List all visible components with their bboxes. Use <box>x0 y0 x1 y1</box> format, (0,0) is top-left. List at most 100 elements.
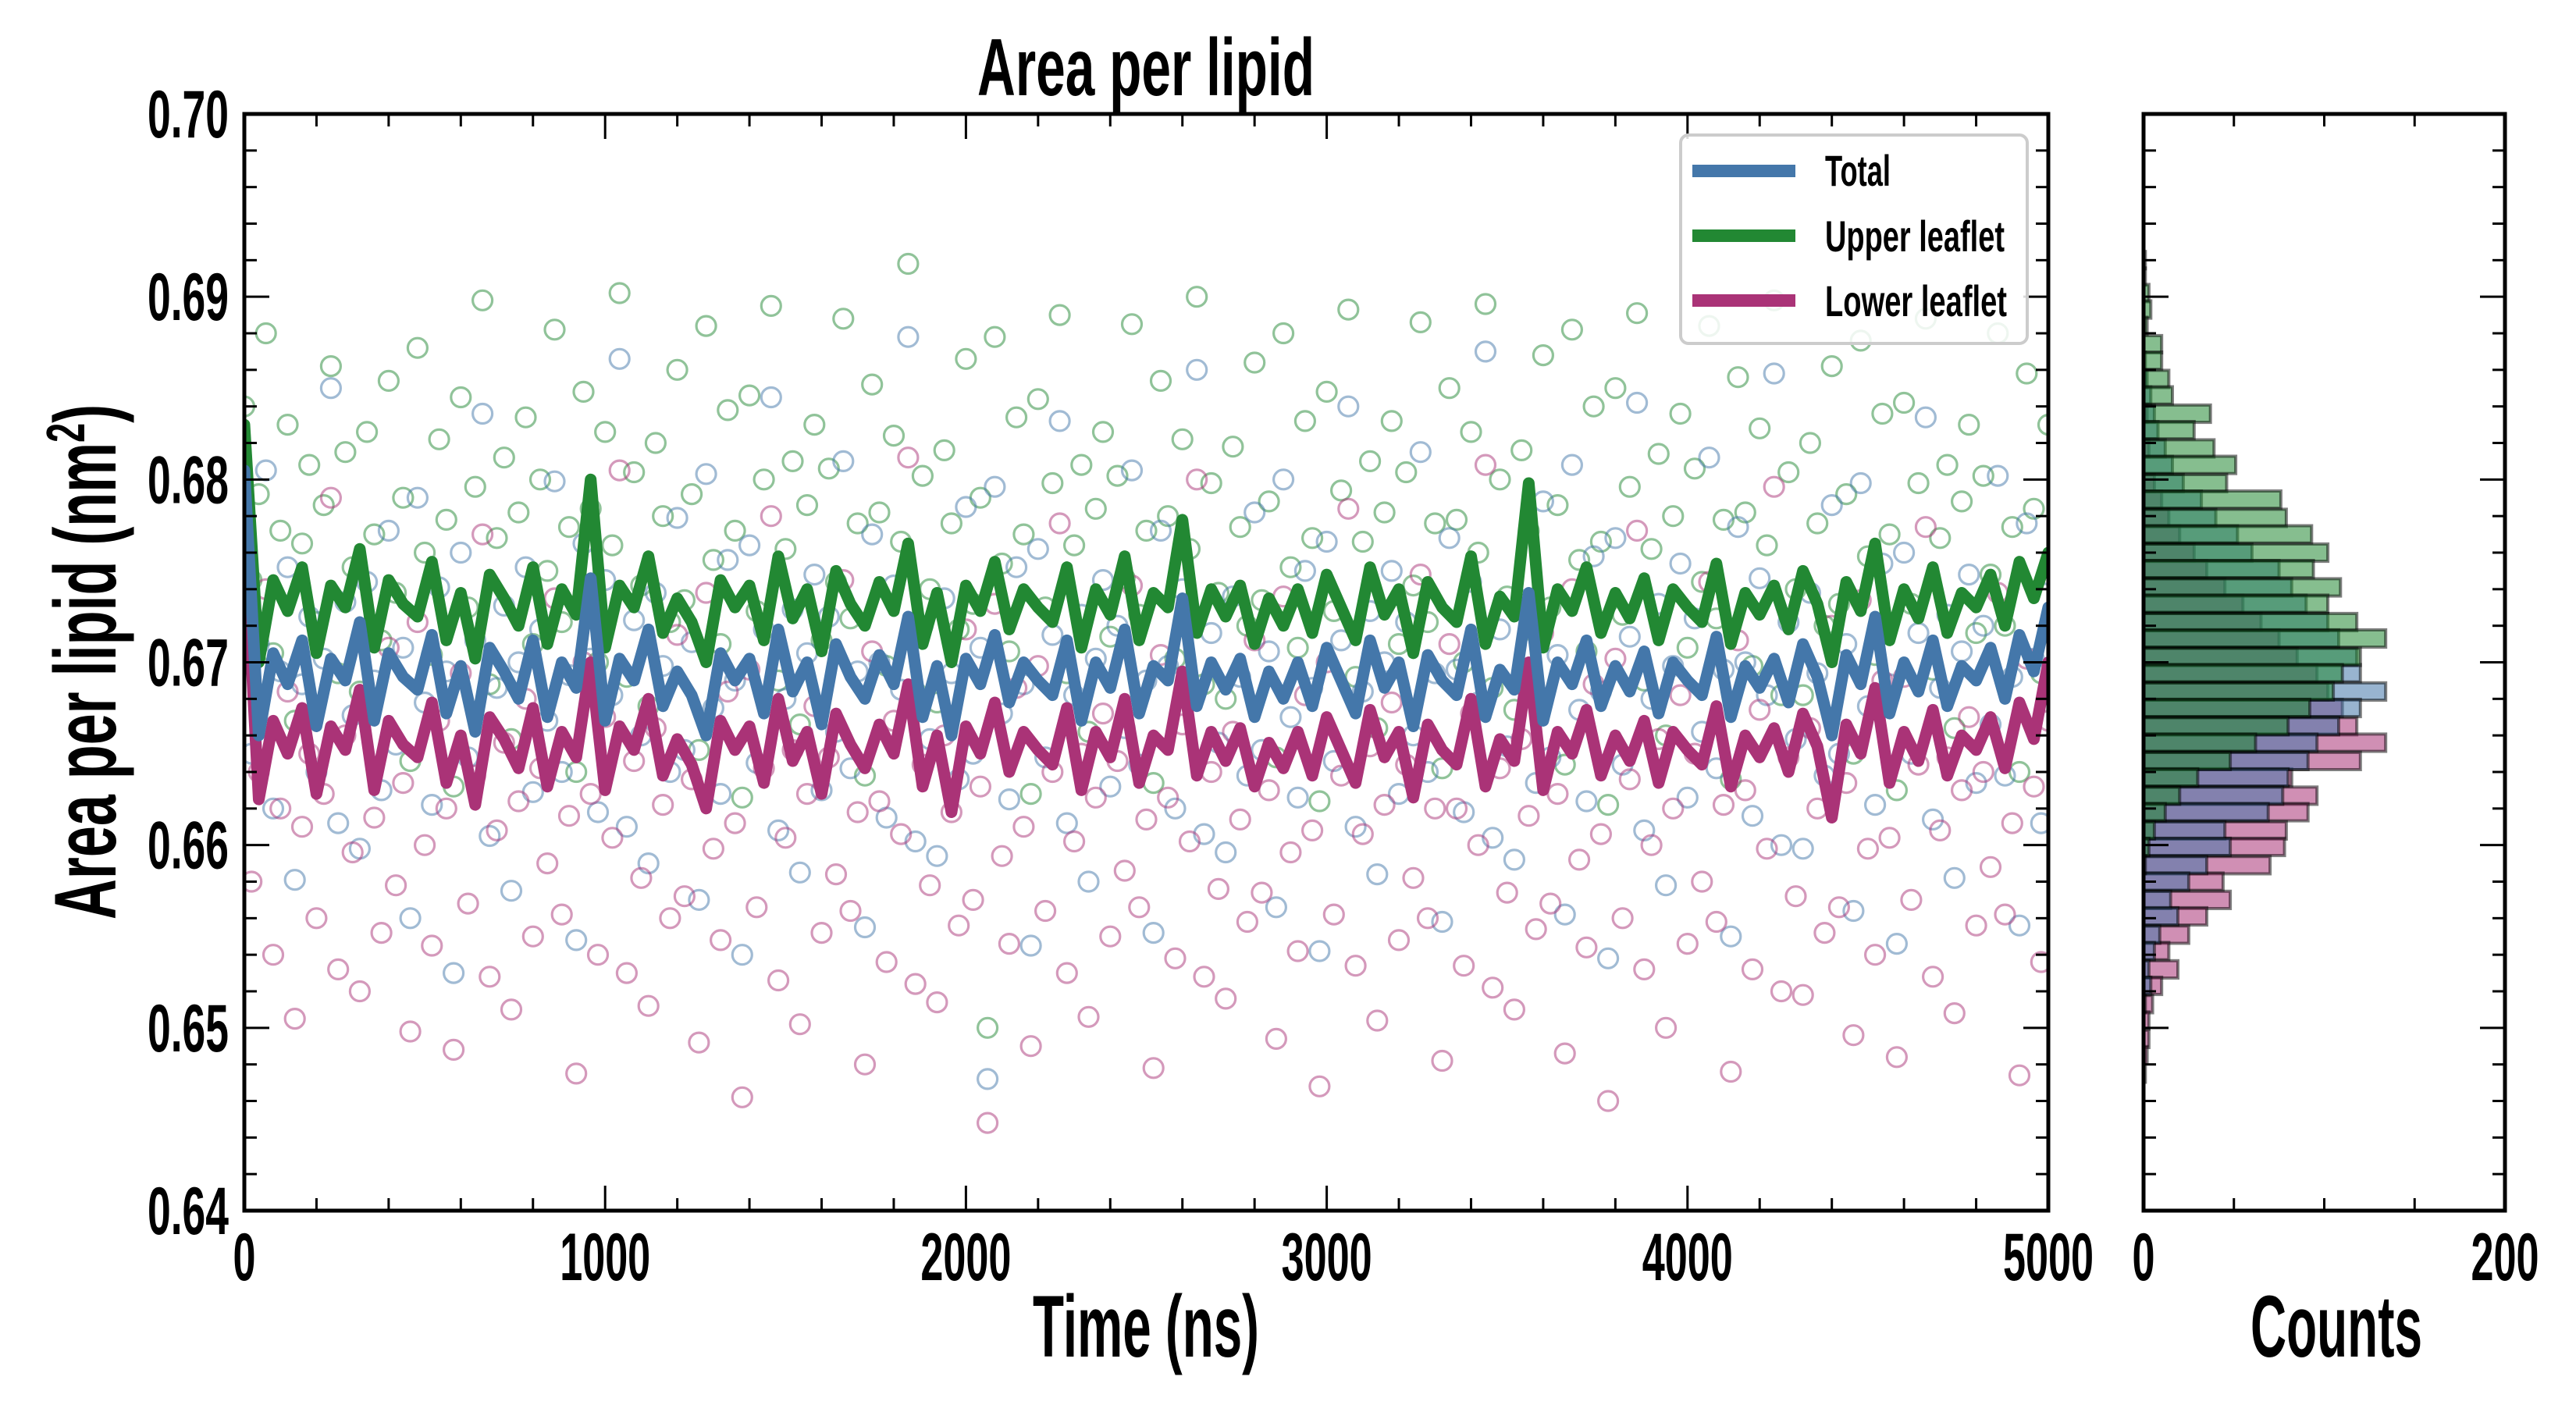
scatter-point-upper-leaflet <box>1582 395 1605 418</box>
scatter-point-upper-leaflet <box>1669 402 1692 425</box>
scatter-point-lower-leaflet <box>1128 896 1151 919</box>
scatter-point-total <box>479 824 501 848</box>
scatter-point-lower-leaflet <box>1856 838 1879 860</box>
scatter-point-total <box>1244 501 1266 524</box>
scatter-point-upper-leaflet <box>976 1016 999 1039</box>
scatter-point-total <box>1293 560 1317 582</box>
x-tick-label: 3000 <box>1282 1220 1372 1295</box>
scatter-point-upper-leaflet <box>1676 636 1699 659</box>
scatter-point-upper-leaflet <box>1091 421 1115 443</box>
scatter-point-lower-leaflet <box>1409 563 1432 586</box>
scatter-point-total <box>666 507 688 529</box>
scatter-point-total <box>1005 556 1028 578</box>
chart-title: Area per lipid <box>977 23 1315 113</box>
scatter-point-upper-leaflet <box>435 508 457 532</box>
line-total <box>244 464 2048 742</box>
scatter-point-upper-leaflet <box>1373 501 1396 524</box>
scatter-point-total <box>1626 391 1649 414</box>
scatter-point-total <box>1791 838 1814 860</box>
scatter-point-upper-leaflet <box>680 482 703 506</box>
scatter-point-lower-leaflet <box>471 523 494 546</box>
scatter-point-upper-leaflet <box>1878 523 1901 546</box>
scatter-point-total <box>832 450 855 473</box>
scatter-point-total <box>450 541 472 564</box>
y-tick-label: 0.65 <box>148 991 229 1066</box>
histogram-bar-upper-leaflet <box>2144 785 2182 806</box>
scatter-point-upper-leaflet <box>882 424 906 447</box>
x-tick-label: 5000 <box>2003 1220 2094 1295</box>
scatter-point-total <box>688 888 710 912</box>
scatter-point-upper-leaflet <box>406 336 429 359</box>
scatter-point-upper-leaflet <box>1048 304 1071 326</box>
scatter-point-upper-leaflet <box>1806 512 1829 535</box>
scatter-point-total <box>1727 516 1749 539</box>
x-tick-labels: 0 1000 2000 3000 4000 5000 <box>233 1220 2094 1295</box>
scatter-point-upper-leaflet <box>731 786 753 809</box>
scatter-point-upper-leaflet <box>795 493 819 517</box>
scatter-point-upper-leaflet <box>1424 512 1446 535</box>
scatter-point-lower-leaflet <box>1712 793 1735 816</box>
scatter-point-lower-leaflet <box>1431 1049 1453 1072</box>
scatter-point-lower-leaflet <box>557 805 581 827</box>
scatter-point-upper-leaflet <box>1474 293 1497 315</box>
x-axis-title: Time (ns) <box>1033 1278 1259 1375</box>
scatter-point-lower-leaflet <box>774 827 797 849</box>
histogram-bar-upper-leaflet <box>2144 628 2388 649</box>
scatter-point-upper-leaflet <box>1431 757 1453 780</box>
scatter-point-upper-leaflet <box>1567 549 1591 571</box>
scatter-point-total <box>738 534 761 557</box>
scatter-point-lower-leaflet <box>1300 819 1324 842</box>
scatter-point-total <box>1315 530 1338 553</box>
scatter-point-upper-leaflet <box>1958 413 1980 436</box>
scatter-point-total <box>500 880 523 902</box>
histogram-bar-upper-leaflet <box>2144 368 2171 389</box>
legend-label-total: Total <box>1825 146 1891 195</box>
scatter-point-total <box>1041 624 1064 646</box>
scatter-point-upper-leaflet <box>557 516 581 539</box>
scatter-point-upper-leaflet <box>717 399 739 422</box>
scatter-point-upper-leaflet <box>1337 298 1360 321</box>
scatter-point-total <box>1951 640 1973 663</box>
scatter-point-lower-leaflet <box>637 994 660 1017</box>
histogram-bar-total <box>2144 889 2172 911</box>
scatter-point-total <box>926 845 948 867</box>
scatter-point-upper-leaflet <box>868 501 891 524</box>
scatter-point-total <box>1142 921 1165 944</box>
scatter-point-lower-leaflet <box>1662 797 1685 820</box>
scatter-point-lower-leaflet <box>507 790 530 813</box>
scatter-point-lower-leaflet <box>1958 706 1980 728</box>
scatter-point-upper-leaflet <box>933 439 955 462</box>
scatter-point-lower-leaflet <box>1142 1057 1165 1080</box>
scatter-point-upper-leaflet <box>897 252 920 276</box>
scatter-point-upper-leaflet <box>846 512 869 535</box>
scatter-point-total <box>1597 947 1620 969</box>
scatter-point-lower-leaflet <box>536 852 559 875</box>
scatter-point-total <box>442 962 465 984</box>
scatter-point-upper-leaflet <box>1084 497 1107 520</box>
scatter-point-lower-leaflet <box>413 834 436 856</box>
scatter-point-lower-leaflet <box>839 899 862 923</box>
scatter-point-upper-leaflet <box>2016 362 2038 385</box>
scatter-point-lower-leaflet <box>745 896 768 919</box>
scatter-point-total <box>767 819 790 842</box>
histogram-bar-upper-leaflet <box>2144 611 2359 633</box>
scatter-point-lower-leaflet <box>457 892 479 915</box>
scatter-point-total <box>1582 545 1605 567</box>
scatter-point-upper-leaflet <box>1120 313 1144 336</box>
scatter-point-lower-leaflet <box>500 998 523 1021</box>
scatter-point-lower-leaflet <box>1914 516 1937 539</box>
scatter-point-lower-leaflet <box>1669 684 1692 706</box>
scatter-point-total <box>1553 903 1576 926</box>
scatter-point-lower-leaflet <box>283 1007 306 1030</box>
scatter-point-lower-leaflet <box>1951 779 1973 802</box>
scatter-point-upper-leaflet <box>2008 760 2031 784</box>
scatter-point-lower-leaflet <box>1965 914 1987 937</box>
scatter-point-lower-leaflet <box>1922 966 1944 988</box>
scatter-point-upper-leaflet <box>1936 454 1959 476</box>
histogram-x-tick-labels: 0 200 <box>2133 1220 2539 1295</box>
scatter-point-lower-leaflet <box>290 816 314 838</box>
scatter-point-upper-leaflet <box>1186 286 1208 308</box>
scatter-point-total <box>608 347 631 370</box>
scatter-point-lower-leaflet <box>1539 892 1562 915</box>
main-plot: 0 1000 2000 3000 4000 5000 0.640.650.660.670.… <box>35 77 2094 1375</box>
